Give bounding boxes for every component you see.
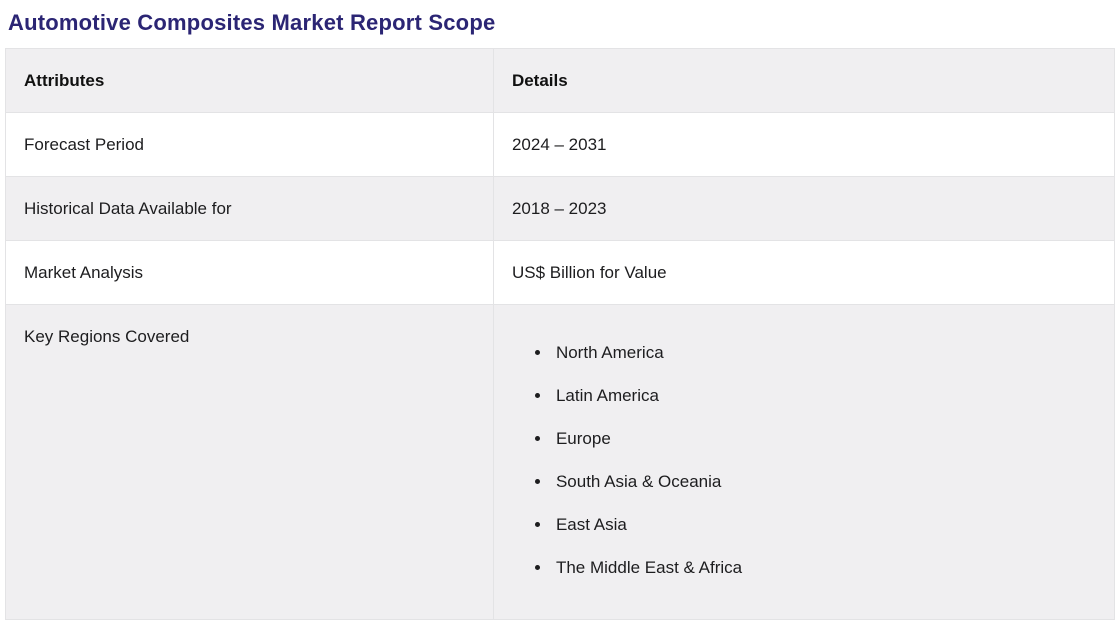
details-cell: US$ Billion for Value [492,240,1116,305]
region-list-item: Europe [552,427,1096,450]
region-list-item: Latin America [552,384,1096,407]
attribute-cell: Market Analysis [5,240,494,305]
attribute-cell: Historical Data Available for [5,176,494,241]
details-cell: North America Latin America Europe South… [492,304,1116,620]
region-list: North America Latin America Europe South… [512,341,1096,579]
attribute-cell: Forecast Period [5,112,494,177]
attribute-cell: Key Regions Covered [5,304,494,620]
details-cell: 2024 – 2031 [492,112,1116,177]
table-header-attributes: Attributes [5,48,494,113]
page-title: Automotive Composites Market Report Scop… [8,10,496,35]
report-scope-table: Attributes Details Forecast Period 2024 … [5,48,1116,620]
table-row-key-regions: Key Regions Covered North America Latin … [5,304,1116,620]
details-cell: 2018 – 2023 [492,176,1116,241]
region-list-item: North America [552,341,1096,364]
table-header-details: Details [492,48,1116,113]
region-list-item: The Middle East & Africa [552,556,1096,579]
table-header-row: Attributes Details [5,48,1116,113]
region-list-item: South Asia & Oceania [552,470,1096,493]
table-row-historical-data: Historical Data Available for 2018 – 202… [5,176,1116,241]
table-row-forecast-period: Forecast Period 2024 – 2031 [5,112,1116,177]
region-list-item: East Asia [552,513,1096,536]
table-row-market-analysis: Market Analysis US$ Billion for Value [5,240,1116,305]
